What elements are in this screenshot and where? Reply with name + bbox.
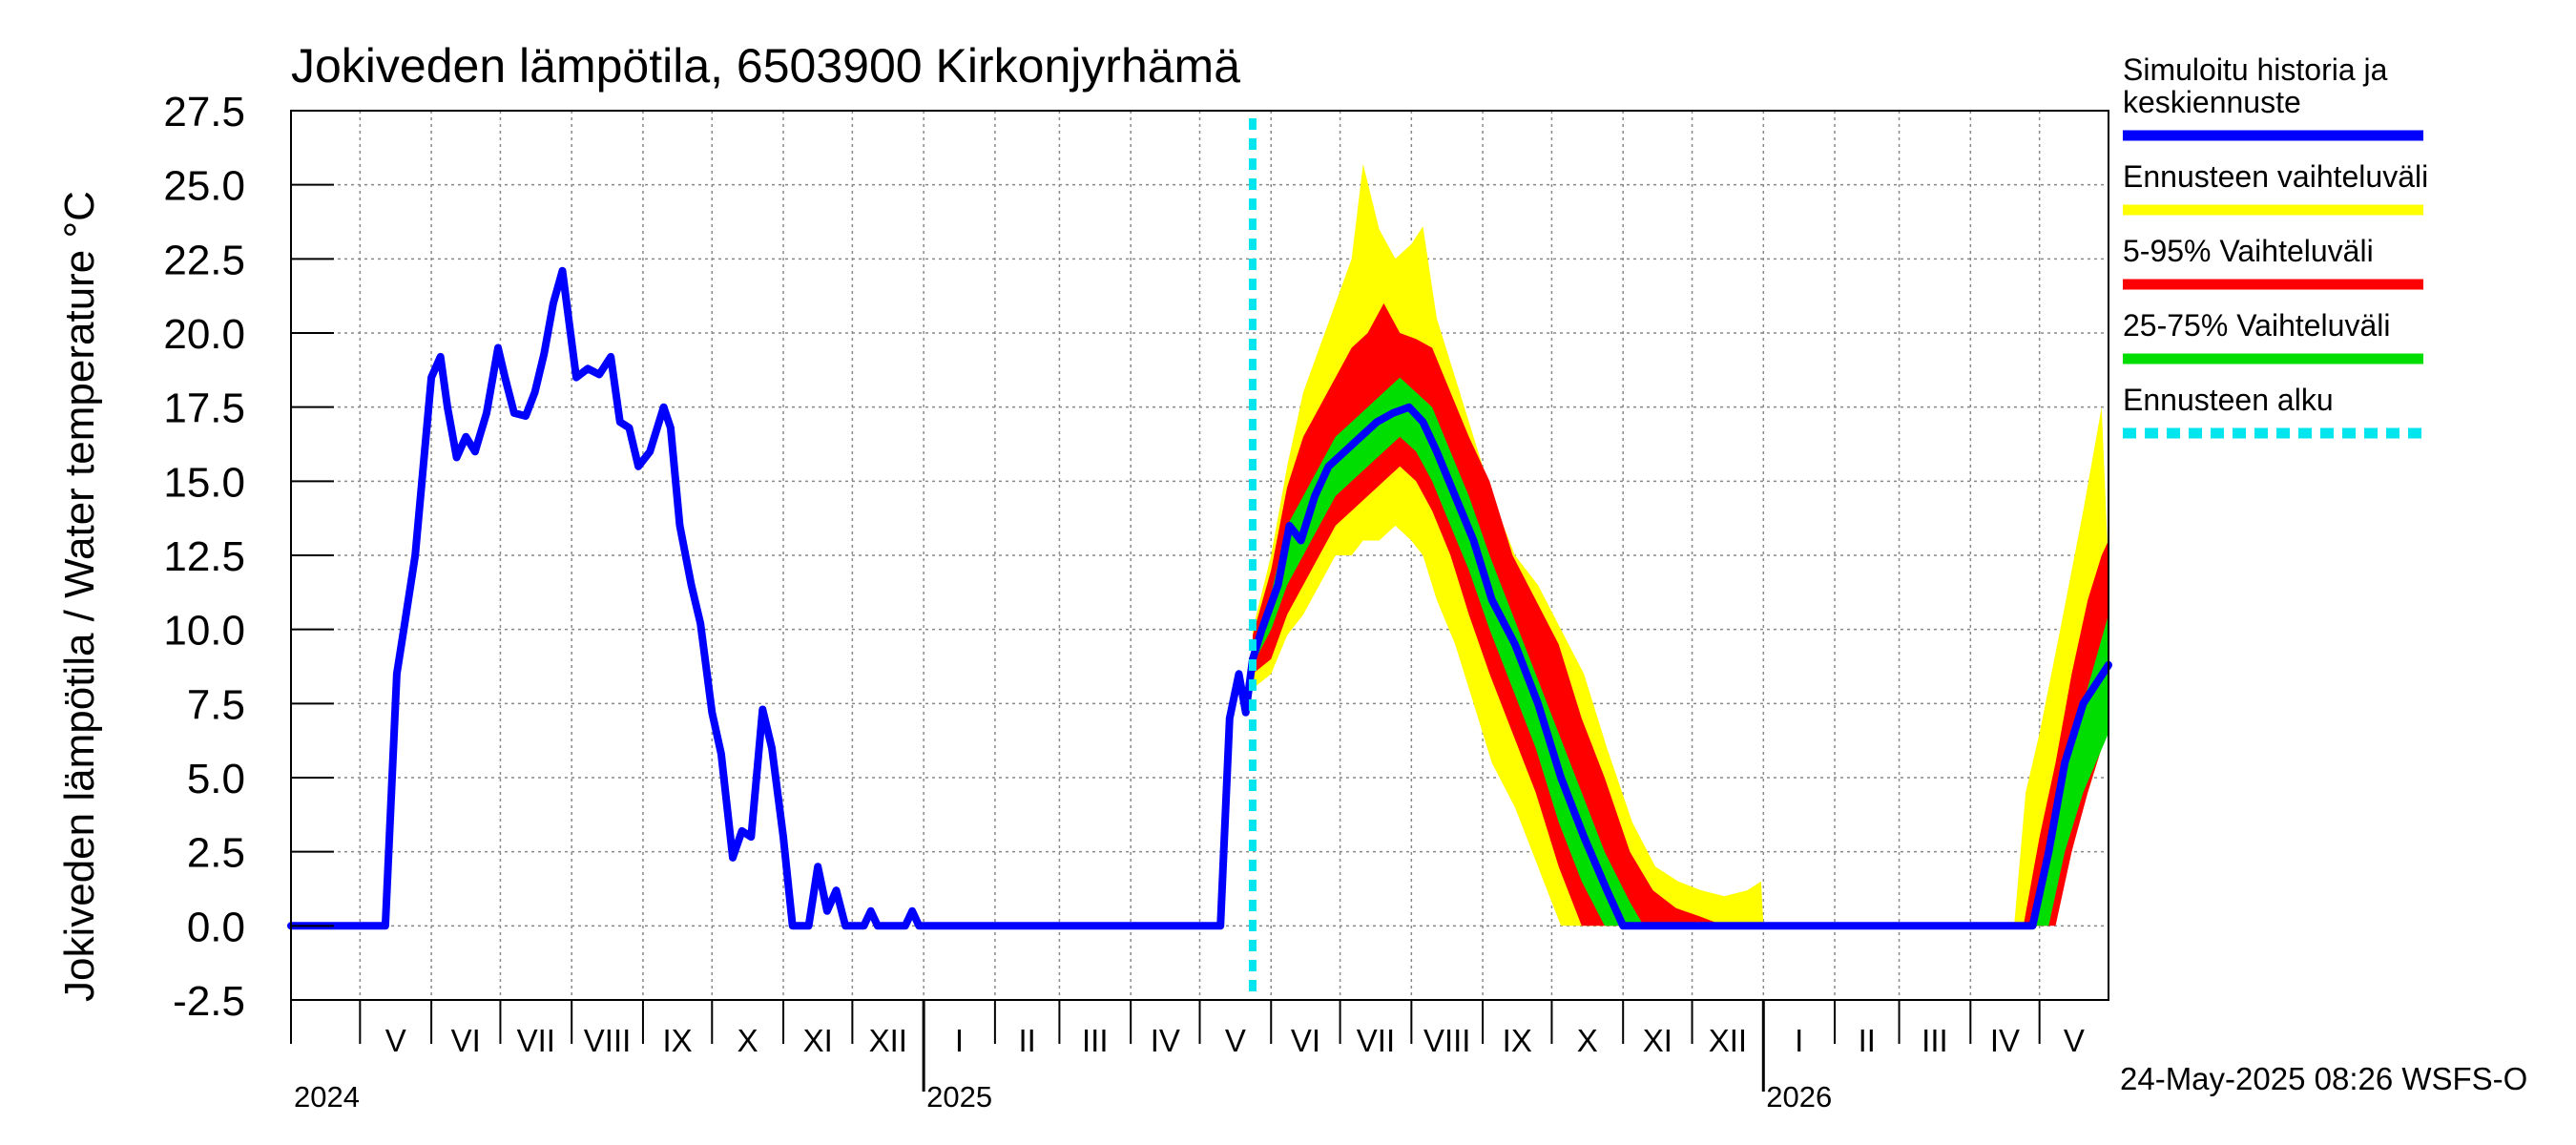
month-label: IX (1503, 1023, 1532, 1058)
month-label: IV (1990, 1023, 2020, 1058)
month-label: X (737, 1023, 758, 1058)
month-label: VII (1357, 1023, 1395, 1058)
year-label: 2024 (294, 1080, 360, 1114)
legend-label: Ennusteen vaihteluväli (2123, 159, 2428, 194)
y-tick-label: 27.5 (163, 89, 245, 135)
y-axis-ticks: 27.5 25.0 22.5 20.0 17.5 15.0 12.5 10.0 7.5 5.0 2.… (163, 89, 334, 1025)
month-label: II (1859, 1023, 1876, 1058)
x-axis-months: V VI VII VIII IX X XI XII I II III IV V VI VII VIII IX X X… (290, 1000, 2085, 1092)
month-label: V (1225, 1023, 1246, 1058)
y-tick-label: 7.5 (187, 681, 245, 728)
year-label: 2026 (1766, 1080, 1832, 1114)
month-label: VIII (1423, 1023, 1471, 1058)
month-label: IX (663, 1023, 693, 1058)
forecast-bands (1253, 163, 2109, 926)
y-tick-label: 22.5 (163, 237, 245, 283)
y-tick-label: 2.5 (187, 830, 245, 877)
y-tick-label: 10.0 (163, 608, 245, 655)
month-label: XI (803, 1023, 833, 1058)
y-tick-label: -2.5 (173, 978, 245, 1025)
legend-label: Simuloitu historia ja keskiennuste (2123, 52, 2388, 119)
month-label: V (385, 1023, 406, 1058)
legend-label: 25-75% Vaihteluväli (2123, 308, 2390, 343)
chart-title: Jokiveden lämpötila, 6503900 Kirkonjyrhä… (291, 39, 1240, 93)
month-label: VII (517, 1023, 555, 1058)
month-label: XI (1643, 1023, 1672, 1058)
month-label: III (1922, 1023, 1948, 1058)
month-label: I (955, 1023, 964, 1058)
month-label: VI (1291, 1023, 1320, 1058)
legend-label: Ennusteen alku (2123, 383, 2334, 417)
month-label: IV (1151, 1023, 1180, 1058)
y-tick-label: 5.0 (187, 756, 245, 802)
month-label: VI (451, 1023, 481, 1058)
month-label: II (1018, 1023, 1035, 1058)
x-axis-years: 2024 2025 2026 (294, 1080, 1832, 1114)
legend-label: 5-95% Vaihteluväli (2123, 234, 2374, 268)
month-label: V (2064, 1023, 2085, 1058)
y-axis-label: Jokiveden lämpötila / Water temperature … (56, 191, 103, 1002)
month-label: X (1577, 1023, 1598, 1058)
month-label: VIII (584, 1023, 632, 1058)
y-tick-label: 12.5 (163, 533, 245, 580)
y-tick-label: 25.0 (163, 163, 245, 210)
band-5-95-vaihteluv-li (1253, 302, 2109, 926)
month-label: XII (869, 1023, 907, 1058)
y-tick-label: 15.0 (163, 459, 245, 506)
series-lines (287, 266, 2112, 930)
month-label: III (1082, 1023, 1109, 1058)
y-tick-label: 20.0 (163, 311, 245, 358)
series-line-mean (287, 266, 2112, 930)
y-tick-label: 17.5 (163, 385, 245, 432)
month-label: I (1795, 1023, 1803, 1058)
month-label: XII (1709, 1023, 1747, 1058)
timestamp-footer: 24-May-2025 08:26 WSFS-O (2120, 1061, 2527, 1096)
grid-lines (291, 110, 2109, 1001)
legend: Simuloitu historia ja keskiennuste Ennuste… (2123, 52, 2428, 439)
year-label: 2025 (926, 1080, 992, 1114)
y-tick-label: 0.0 (187, 904, 245, 950)
band-ennusteen-vaihteluv-li (1253, 163, 2109, 926)
